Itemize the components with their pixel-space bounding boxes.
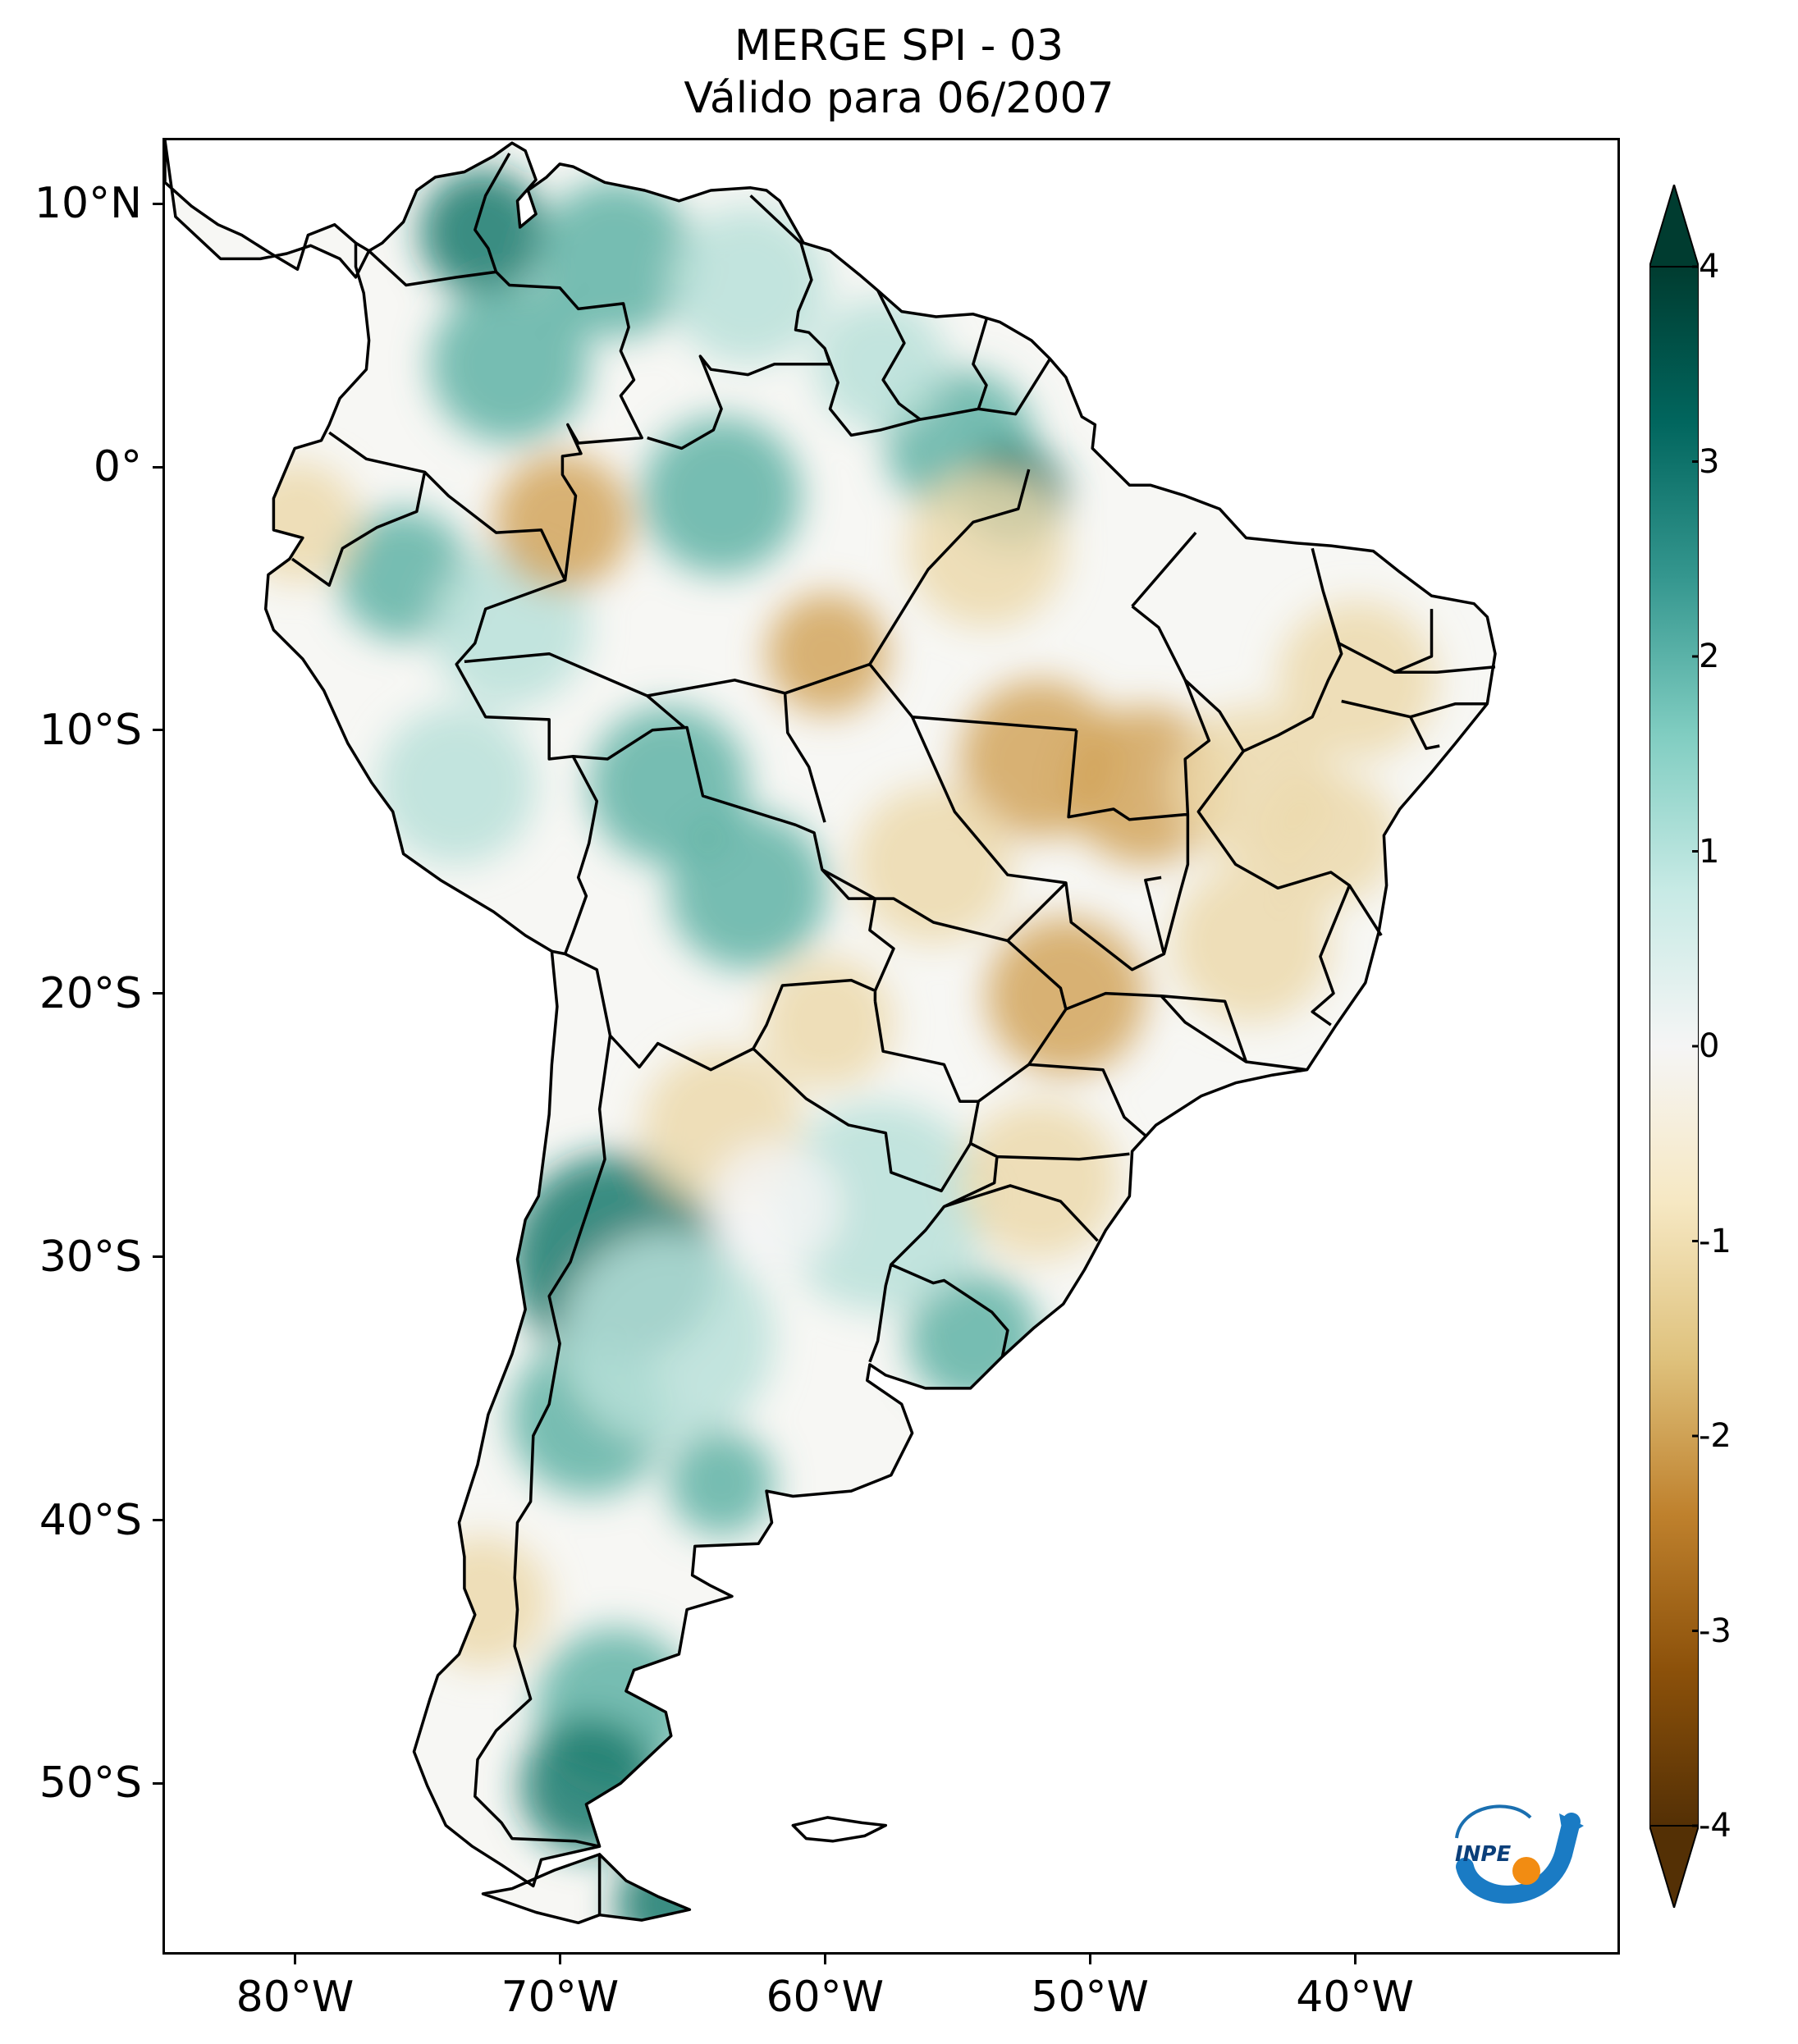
colorbar-label: 3 [1699, 442, 1720, 481]
wet-anomaly-patch [668, 1430, 775, 1536]
wet-anomaly-patch [642, 416, 801, 575]
lon-label: 40°W [1296, 1973, 1414, 2022]
neutral-patch [708, 1141, 841, 1273]
colorbar-label: -2 [1699, 1417, 1732, 1455]
dry-anomaly-patch [1278, 601, 1437, 760]
lat-label: 10°S [39, 705, 142, 755]
lon-tick [1088, 1955, 1091, 1964]
wet-anomaly-patch [668, 206, 828, 364]
country-state-borders [291, 153, 1496, 1848]
spi-map [165, 140, 1497, 1925]
lat-label: 10°N [34, 179, 142, 229]
spi-field [165, 140, 1495, 1923]
colorbar-top-extension [1649, 185, 1699, 268]
wet-anomaly-patch [774, 1101, 987, 1312]
lat-label: 0° [93, 442, 142, 492]
lat-label: 50°S [39, 1758, 142, 1809]
dry-anomaly-patch [907, 469, 1066, 628]
map-panel [162, 138, 1620, 1955]
lon-tick [1353, 1955, 1357, 1964]
colorbar-label: 0 [1699, 1027, 1720, 1065]
map-title: MERGE SPI - 03 [734, 21, 1064, 71]
dry-anomaly-patch [853, 785, 1013, 944]
colorbar-label: -3 [1699, 1612, 1732, 1650]
colorbar [1649, 185, 1699, 1908]
wet-anomaly-patch [615, 1851, 722, 1923]
colorbar-gradient [1649, 266, 1699, 1827]
dry-anomaly-patch [1265, 772, 1398, 904]
dry-anomaly-patch [1172, 864, 1331, 1022]
wet-anomaly-patch [536, 180, 695, 338]
colorbar-bottom-extension [1649, 1825, 1699, 1908]
lat-tick [153, 1519, 162, 1522]
colorbar-label: -1 [1699, 1222, 1732, 1260]
dry-anomaly-patch [766, 592, 889, 715]
lat-label: 20°S [39, 968, 142, 1018]
lon-tick [823, 1955, 826, 1964]
lat-label: 40°S [39, 1495, 142, 1545]
spi-anomaly-patches [236, 169, 1437, 1923]
falkland-islands [791, 1816, 888, 1843]
lon-label: 80°W [236, 1973, 355, 2022]
lat-tick [153, 1255, 162, 1259]
lon-label: 60°W [766, 1973, 885, 2022]
lon-label: 50°W [1031, 1973, 1149, 2022]
dry-anomaly-patch [761, 956, 894, 1089]
wet-anomaly-patch [377, 706, 537, 865]
lon-tick [293, 1955, 296, 1964]
dry-anomaly-patch [986, 917, 1146, 1076]
lon-label: 70°W [501, 1973, 620, 2022]
colorbar-label: -4 [1699, 1807, 1732, 1845]
colorbar-label: 1 [1699, 832, 1720, 871]
lat-tick [153, 465, 162, 469]
map-subtitle: Válido para 06/2007 [684, 74, 1114, 123]
lat-tick [153, 1781, 162, 1785]
logo-text: INPE [1455, 1842, 1511, 1867]
dry-anomaly-patch [493, 453, 632, 591]
wet-anomaly-patch [668, 812, 828, 970]
colorbar-label: 4 [1699, 248, 1720, 286]
south-america-coastline [165, 140, 1497, 1925]
wet-anomaly-patch [419, 169, 547, 296]
wet-anomaly-patch [519, 1717, 658, 1854]
dry-anomaly-patch [416, 1535, 550, 1668]
wet-anomaly-patch [814, 298, 947, 430]
wet-anomaly-patch [562, 1232, 775, 1444]
lat-tick [153, 729, 162, 732]
dry-anomaly-patch [959, 1101, 1119, 1260]
lat-tick [153, 992, 162, 995]
wet-anomaly-patch [429, 285, 589, 443]
lat-tick [153, 202, 162, 205]
lat-label: 30°S [39, 1232, 142, 1282]
inpe-logo: INPE [1455, 1804, 1584, 1904]
boundaries [165, 140, 1497, 1925]
colorbar-label: 2 [1699, 638, 1720, 675]
lon-tick [558, 1955, 561, 1964]
